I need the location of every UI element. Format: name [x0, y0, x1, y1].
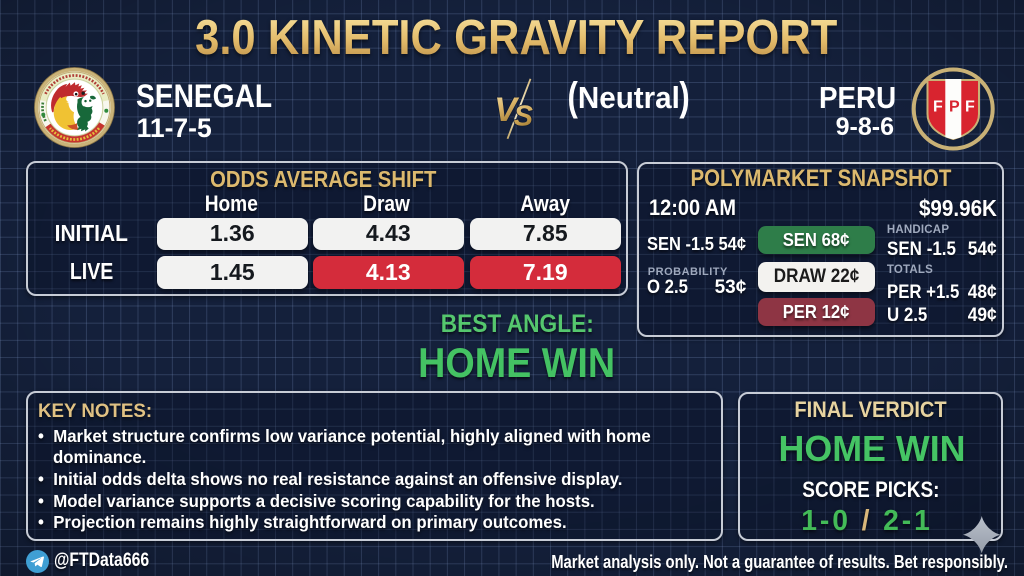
svg-text:P: P — [949, 99, 960, 116]
svg-text:F: F — [965, 99, 975, 116]
svg-text:S: S — [514, 101, 534, 133]
svg-text:V: V — [494, 91, 520, 129]
svg-text:F: F — [933, 99, 943, 116]
